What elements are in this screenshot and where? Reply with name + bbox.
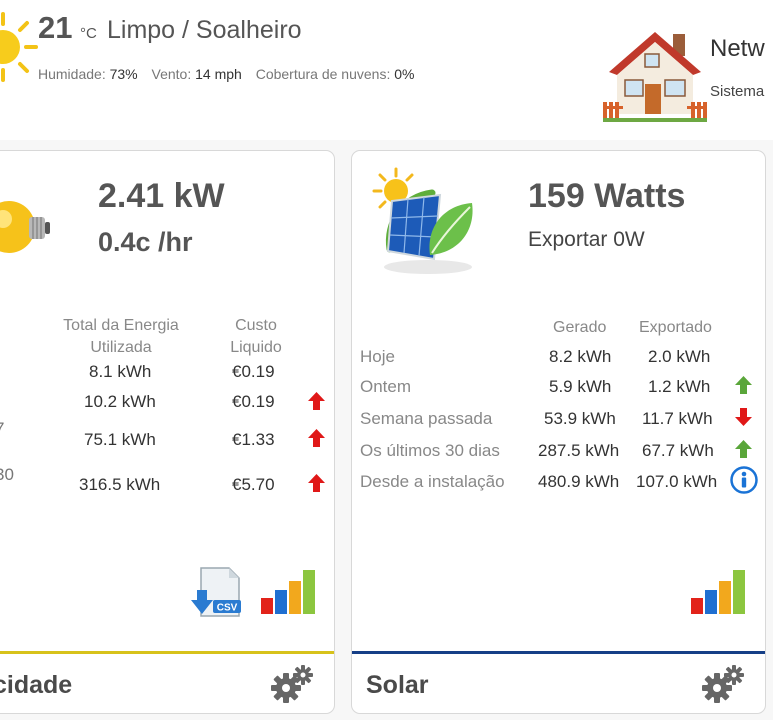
light-bulb-icon [0,201,50,253]
wind-value: 14 mph [195,66,242,82]
solar-footer-title: Solar [366,671,429,699]
energy-column-header: Total da Energia Utilizada [51,315,191,359]
settings-gears-icon[interactable] [271,664,313,706]
weather-header: 21 °C Limpo / Soalheiro Humidade: 73% Ve… [0,0,773,140]
electricity-footer-divider [0,651,334,654]
generated-today: 8.2 kWh [549,347,612,366]
cost-today: €0.19 [232,362,275,381]
exported-last-30-days: 67.7 kWh [642,441,714,460]
sun-icon [0,12,38,82]
energy-header-line1: Total da Energia [63,317,179,334]
temperature-unit: °C [80,25,97,42]
exported-column-header: Exportado [639,319,712,336]
settings-gears-icon[interactable] [702,664,744,706]
electricity-footer-title: cidade [0,671,73,699]
network-subtitle: Sistema [710,83,765,100]
electricity-panel: 2.41 kW 0.4c /hr Total da Energia Utiliz… [0,150,335,714]
row-label-since-install: Desde a instalação [360,472,505,491]
cost-week: €1.33 [232,430,275,449]
solar-panel: 159 Watts Exportar 0W Gerado Exportado H… [351,150,766,714]
cost-header-line1: Custo [235,317,277,334]
row-label-fragment-30days: 30 [0,465,14,484]
cost-column-header: Custo Liquido [215,315,297,359]
cost-yesterday: €0.19 [232,392,275,411]
humidity-value: 73% [109,66,138,82]
generated-last-30-days: 287.5 kWh [538,441,620,460]
generated-column-header: Gerado [553,319,607,336]
energy-today: 8.1 kWh [89,362,152,381]
row-label-today: Hoje [360,347,395,366]
csv-label: CSV [217,603,238,614]
generated-yesterday: 5.9 kWh [549,377,612,396]
solar-panel-leaf-icon [372,167,473,274]
weather-metrics: Humidade: 73% Vento: 14 mph Cobertura de… [38,66,414,82]
network-title[interactable]: Netw [710,35,765,62]
solar-footer-divider [352,651,765,654]
exported-yesterday: 1.2 kWh [648,377,711,396]
energy-week: 75.1 kWh [84,430,156,449]
row-label-yesterday: Ontem [360,377,412,396]
row-label-last-week: Semana passada [360,409,493,428]
electricity-power: 2.41 kW [98,177,225,215]
csv-download-icon[interactable]: CSV [189,566,247,618]
energy-header-line2: Utilizada [90,339,152,356]
trend-up-arrow-icon [308,429,325,447]
cost-30days: €5.70 [232,475,275,494]
clouds-label: Cobertura de nuvens: [255,66,391,82]
clouds-value: 0% [394,66,415,82]
trend-up-arrow-icon [735,440,752,458]
weather-condition: Limpo / Soalheiro [107,16,302,44]
electricity-rate: 0.4c /hr [98,227,193,257]
row-label-last-30-days: Os últimos 30 dias [360,441,500,460]
cost-header-line2: Liquido [230,339,282,356]
exported-last-week: 11.7 kWh [642,409,713,428]
info-icon[interactable] [730,466,758,494]
exported-since-install: 107.0 kWh [636,472,718,491]
solar-export: Exportar 0W [528,228,645,251]
generated-last-week: 53.9 kWh [544,409,616,428]
house-icon[interactable] [603,28,707,124]
exported-today: 2.0 kWh [648,347,711,366]
temperature-value: 21 [38,10,73,45]
energy-yesterday: 10.2 kWh [84,392,156,411]
energy-30days: 316.5 kWh [79,475,161,494]
row-label-fragment-week: 7 [0,419,4,439]
humidity-label: Humidade: [38,66,106,82]
generated-since-install: 480.9 kWh [538,472,620,491]
trend-down-arrow-icon [735,408,752,426]
trend-up-arrow-icon [735,376,752,394]
trend-up-arrow-icon [308,474,325,492]
bar-chart-icon[interactable] [691,568,749,616]
bar-chart-icon[interactable] [261,568,319,616]
solar-power: 159 Watts [528,177,686,215]
wind-label: Vento: [151,66,192,82]
trend-up-arrow-icon [308,392,325,410]
